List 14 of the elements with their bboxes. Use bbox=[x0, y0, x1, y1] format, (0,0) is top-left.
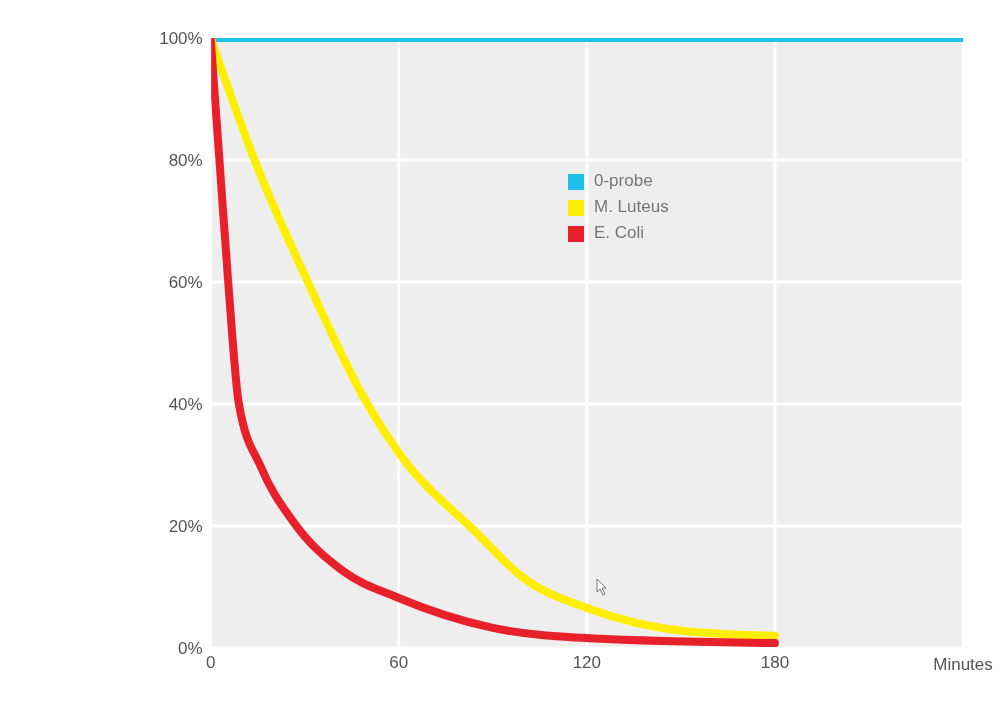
y-tick-label: 0% bbox=[178, 639, 203, 659]
y-tick-label: 20% bbox=[168, 517, 203, 537]
x-tick-label: 180 bbox=[760, 653, 790, 673]
y-tick-label: 60% bbox=[168, 273, 203, 293]
legend-label: E. Coli bbox=[594, 223, 645, 242]
x-axis-title: Minutes bbox=[933, 655, 993, 674]
x-tick-label: 120 bbox=[572, 653, 602, 673]
legend-label: 0-probe bbox=[594, 171, 653, 190]
legend-label: M. Luteus bbox=[594, 197, 669, 216]
y-tick-label: 100% bbox=[159, 29, 203, 49]
y-tick-label: 80% bbox=[168, 151, 203, 171]
y-tick-label: 40% bbox=[168, 395, 203, 415]
x-tick-label: 60 bbox=[389, 653, 409, 673]
x-tick-label: 0 bbox=[205, 653, 216, 673]
